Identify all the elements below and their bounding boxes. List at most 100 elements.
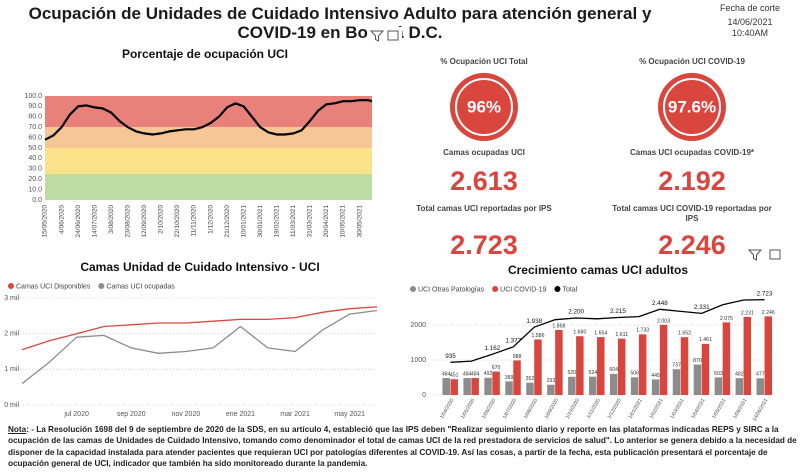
line-series [450,299,765,363]
kpi-ring [658,73,726,141]
bar [555,329,563,395]
x-tick-label: 30/01/2021 [257,205,264,238]
data-label: 1.733 [636,328,649,334]
x-tick-label: 21/12/2020 [224,205,231,238]
kpi-value: 2.613 [450,166,518,196]
kpi-label: Total camas UCI reportadas por IPS [416,204,552,213]
legend-swatch [410,286,416,292]
x-tick-label: mar 2021 [280,411,310,418]
cutoff-date: 14/06/2021 [727,17,773,27]
x-tick-label: 23/08/2020 [125,205,132,238]
data-label: 2.331 [694,304,710,311]
data-label: 2.075 [720,316,733,322]
x-tick-label: 1/10/2020 [565,397,581,419]
y-tick-label: 2000 [410,322,426,329]
bar [756,378,765,395]
data-label: 2.231 [741,310,754,316]
x-tick-label: 10/01/2021 [240,205,247,238]
x-tick-label: jul 2020 [63,411,89,418]
data-label: 520 [568,370,577,376]
kpi-value: 2.192 [658,166,726,196]
x-tick-label: 1/07/2020 [502,397,518,419]
legend-label: UCI Otras Patologías [418,286,485,293]
bar [693,364,702,395]
data-label: 484 [463,371,472,377]
bar [609,373,618,395]
data-label: 1.654 [594,330,607,336]
kpi-ring [450,73,518,141]
data-label: 2.448 [652,300,668,307]
y-tick-label: 70.0 [28,124,42,131]
y-tick-label: 3 mil [4,295,19,302]
threshold-band [45,148,372,174]
x-tick-label: 1/01/2021 [627,397,643,419]
data-label: 492 [484,371,493,377]
x-tick-label: sep 2020 [117,411,146,418]
bar [617,338,626,395]
legend-swatch [554,286,561,292]
data-label: 1.461 [699,337,712,343]
data-label: 484 [442,371,451,377]
kpi-value: 97.6% [668,97,716,116]
focus-icon[interactable] [769,249,781,260]
focus-icon[interactable] [387,30,399,41]
note-text: : - La Resolución 1698 del 9 de septiemb… [8,425,797,469]
chart-title: Camas Unidad de Cuidado Intensivo - UCI [80,260,319,274]
bar [743,316,752,395]
note-label: Nota [8,425,27,434]
y-tick-label: 50.0 [28,145,42,152]
data-label: 484 [471,371,480,377]
kpi-label: Camas UCI ocupadas COVID-19* [629,148,755,157]
bar [505,381,513,395]
data-label: 2.246 [762,310,775,316]
data-label: 352 [526,376,535,382]
data-label: 2.215 [610,308,626,315]
bar [714,377,723,395]
data-label: 506 [630,371,639,377]
data-label: 524 [588,370,597,376]
page-title: Ocupación de Unidades de Cuidado Intensi… [28,4,652,42]
bar [764,316,773,395]
x-tick-label: 10/05/2021 [340,205,347,238]
kpi-value: 2.723 [450,230,518,260]
x-tick-label: 14/06/2021 [752,397,770,422]
data-label: 935 [445,353,456,360]
data-label: 1.938 [526,318,542,325]
bar [450,379,458,395]
filter-icon[interactable] [369,30,385,42]
bar [534,339,542,395]
cutoff-time: 10:40AM [731,28,769,38]
x-tick-label: 24/06/2020 [75,205,82,238]
x-tick-label: 1/04/2021 [690,397,706,419]
data-label: 2.723 [757,290,773,297]
legend-label: UCI COVID-19 [500,286,546,293]
data-label: 870 [693,358,702,364]
kpi-label: % Ocupación UCI Total [440,57,528,66]
y-tick-label: 2 mil [4,331,19,338]
x-tick-label: 1/06/2020 [481,397,497,419]
x-tick-label: 11/03/2021 [290,205,297,237]
data-label: 2.200 [568,309,584,316]
y-tick-label: 80.0 [28,114,42,121]
x-tick-label: 19/02/2021 [274,205,281,238]
bar [471,378,479,395]
kpi-value: 2.246 [658,230,726,260]
data-label: 1.377 [505,337,521,344]
y-tick-label: 0.0 [32,197,42,204]
data-label: 451 [450,373,459,379]
legend-label: Camas UCI ocupadas [106,283,175,290]
line-series [44,99,373,141]
y-tick-label: 100.0 [24,93,42,100]
x-tick-label: 11/11/2020 [191,205,198,237]
filter-icon[interactable] [747,249,763,261]
data-label: 1.680 [573,330,586,336]
x-tick-label: 1/09/2020 [544,397,560,419]
data-label: 1.858 [552,323,565,329]
data-label: 293 [547,378,556,384]
x-tick-label: 1/06/2021 [732,397,748,419]
toolbar [747,249,781,261]
legend-swatch [98,283,105,289]
x-tick-label: nov 2020 [171,411,200,418]
